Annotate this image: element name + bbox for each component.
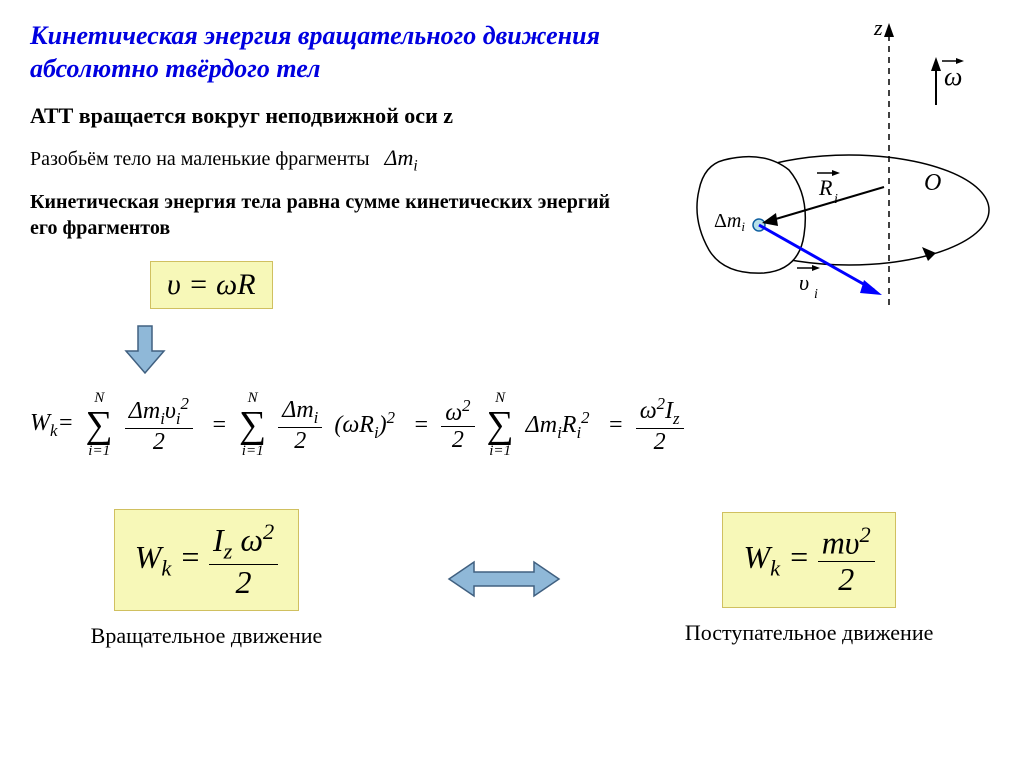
- svg-text:i: i: [834, 192, 838, 207]
- velocity-formula: υ = ωR: [150, 261, 273, 309]
- svg-text:ω: ω: [944, 62, 962, 91]
- rotational-caption: Вращательное движение: [91, 623, 323, 649]
- svg-text:Δmi: Δmi: [714, 210, 745, 234]
- svg-text:i: i: [814, 287, 818, 302]
- arrow-down-icon: [120, 321, 170, 376]
- sum-energy-text: Кинетическая энергия тела равна сумме ки…: [30, 189, 610, 241]
- rotational-formula: Wk = Iz ω2 2: [114, 509, 299, 611]
- z-label: z: [873, 15, 883, 40]
- O-label: O: [924, 170, 941, 196]
- svg-text:υ: υ: [799, 270, 809, 295]
- svg-text:R: R: [818, 175, 833, 200]
- translational-formula: Wk = mυ2 2: [722, 512, 895, 608]
- final-row: Wk = Iz ω2 2 Вращательное движение Wk = …: [30, 509, 994, 649]
- double-arrow-icon: [444, 554, 564, 604]
- page-title: Кинетическая энергия вращательного движе…: [30, 20, 670, 85]
- translational-caption: Поступательное движение: [685, 620, 934, 646]
- rotation-diagram: z ω O Δmi R i υ i: [624, 15, 994, 315]
- fragment-text: Разобьём тело на маленькие фрагменты: [30, 148, 370, 170]
- derivation-row: Wk= N ∑ i=1 Δmiυi2 2 = N ∑ i=1 Δmi 2 (ωR…: [30, 391, 994, 459]
